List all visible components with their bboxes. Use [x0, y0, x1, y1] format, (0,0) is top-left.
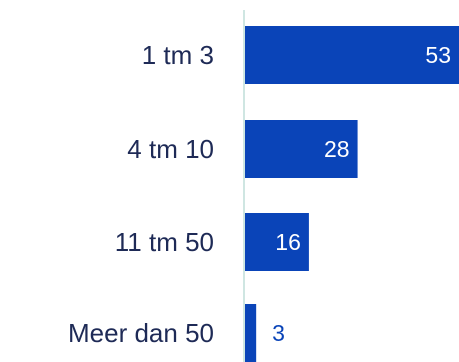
value-label-0: 53: [425, 42, 451, 68]
bar-1: [244, 120, 358, 178]
category-label-1: 4 tm 10: [127, 134, 214, 164]
labels-group: 1 tm 3 53 4 tm 10 28 11 tm 50 16 Meer dan 50 3: [68, 40, 451, 348]
category-label-2: 11 tm 50: [115, 227, 214, 257]
value-label-1: 28: [324, 136, 350, 162]
bar-0: [244, 26, 459, 84]
bar-3: [244, 304, 257, 362]
bars-group: [244, 26, 459, 362]
category-label-3: Meer dan 50: [68, 318, 214, 348]
value-label-3: 3: [272, 320, 285, 346]
value-label-2: 16: [275, 229, 301, 255]
category-label-0: 1 tm 3: [142, 40, 214, 70]
bar-2: [244, 213, 309, 271]
